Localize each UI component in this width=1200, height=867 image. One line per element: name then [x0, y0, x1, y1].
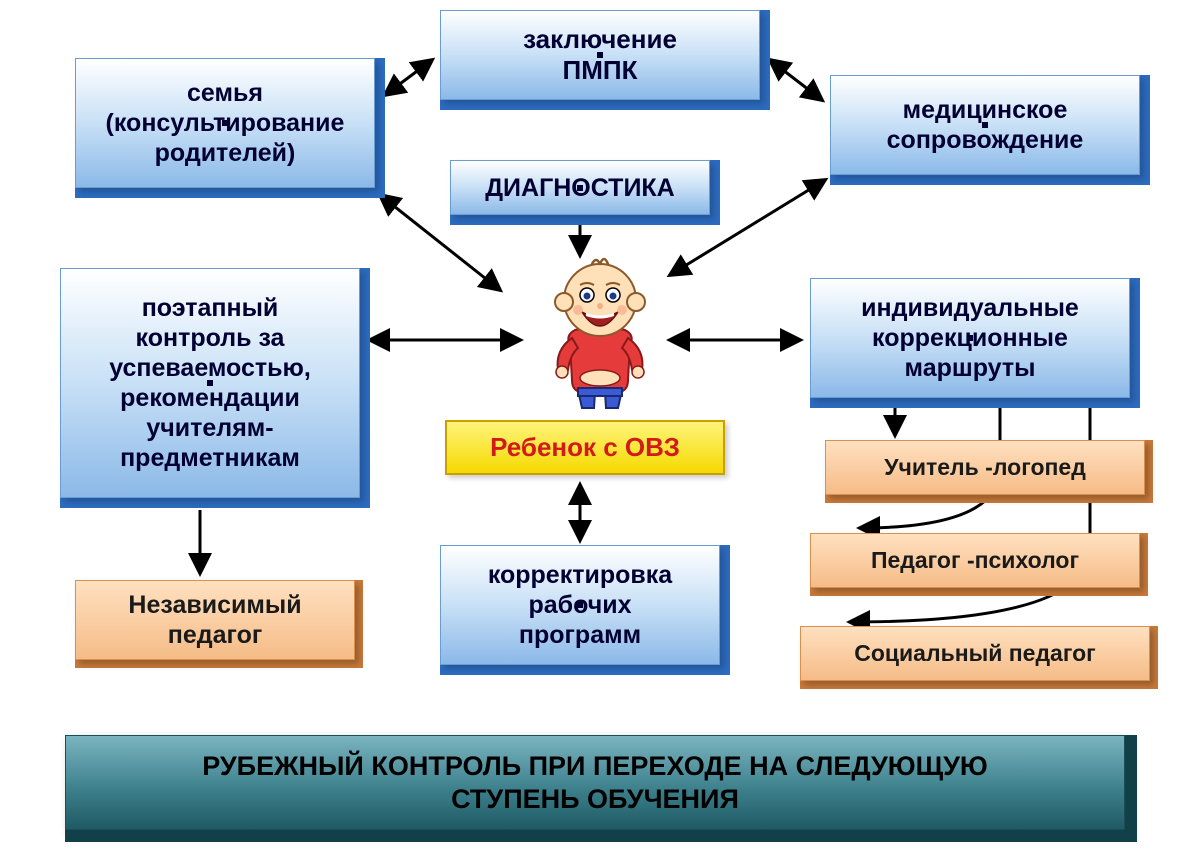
node-family: семья(консультированиеродителей) [75, 58, 375, 188]
node-diagnostics: ДИАГНОСТИКА [450, 160, 710, 215]
node-pmpk: заключениеПМПК [440, 10, 760, 100]
node-indep: Независимыйпедагог [75, 580, 355, 660]
node-psycholog: Педагог -психолог [810, 533, 1140, 588]
node-social: Социальный педагог [800, 626, 1150, 681]
child-cartoon-icon [540, 250, 660, 410]
node-logoped: Учитель -логопед [825, 440, 1145, 495]
node-medical: медицинскоесопровождение [830, 75, 1140, 175]
node-routes: индивидуальныекоррекционныемаршруты [810, 278, 1130, 398]
node-correction: корректировкарабочихпрограмм [440, 545, 720, 665]
node-control: поэтапныйконтроль зауспеваемостью,рекоме… [60, 268, 360, 498]
footer-bar: РУБЕЖНЫЙ КОНТРОЛЬ ПРИ ПЕРЕХОДЕ НА СЛЕДУЮ… [65, 735, 1125, 830]
node-child-label: Ребенок с ОВЗ [445, 420, 725, 475]
